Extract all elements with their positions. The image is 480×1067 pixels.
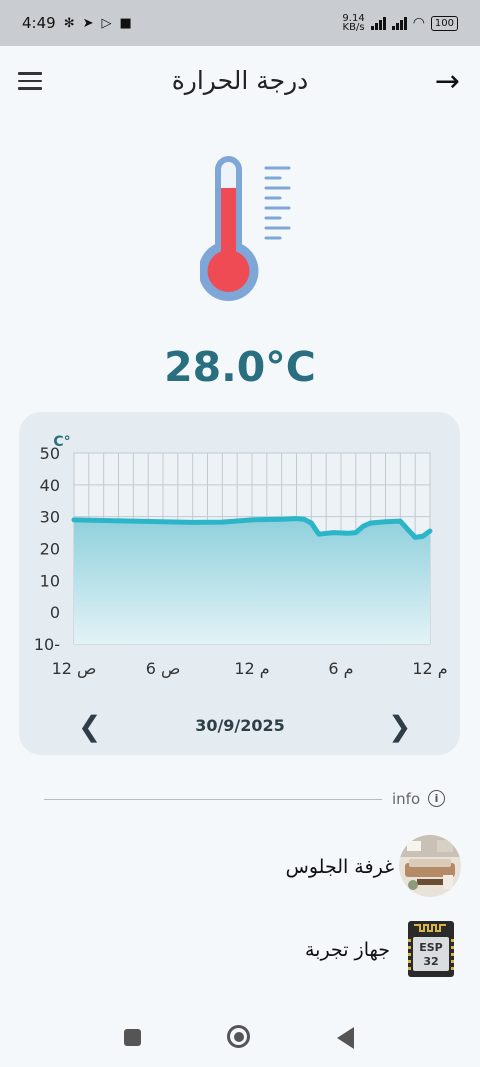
recent-apps-button[interactable] bbox=[124, 1029, 141, 1046]
home-button[interactable] bbox=[227, 1025, 250, 1048]
x-tick-label: 12 م bbox=[412, 659, 447, 678]
y-tick-label: 0 bbox=[50, 603, 60, 622]
x-tick-label: 6 م bbox=[328, 659, 353, 678]
system-nav-bar bbox=[0, 1005, 480, 1067]
y-tick-label: 10 bbox=[40, 571, 60, 590]
esp32-chip-icon[interactable]: ESP 32 bbox=[408, 921, 454, 977]
divider bbox=[44, 799, 382, 800]
y-tick-label: 30 bbox=[40, 508, 60, 527]
y-tick-label: 40 bbox=[40, 476, 60, 495]
info-label: info bbox=[392, 790, 420, 808]
back-button[interactable] bbox=[337, 1027, 354, 1049]
living-room-image[interactable] bbox=[399, 835, 461, 897]
chevron-right-icon[interactable]: ❯ bbox=[388, 710, 411, 743]
x-tick-label: 12 ص bbox=[52, 659, 97, 679]
y-unit-label: C° bbox=[53, 434, 70, 450]
chip-label-32: 32 bbox=[423, 955, 438, 968]
x-tick-label: 12 م bbox=[234, 659, 269, 678]
y-tick-label: 20 bbox=[40, 540, 60, 559]
y-tick-label: 10- bbox=[34, 635, 60, 654]
room-name[interactable]: غرفة الجلوس bbox=[286, 856, 394, 878]
x-tick-label: 6 ص bbox=[146, 659, 181, 679]
device-name[interactable]: جهاز تجربة bbox=[305, 939, 390, 961]
chip-label-esp: ESP bbox=[419, 941, 443, 954]
info-icon[interactable]: i bbox=[428, 790, 445, 807]
series-area bbox=[74, 519, 430, 644]
